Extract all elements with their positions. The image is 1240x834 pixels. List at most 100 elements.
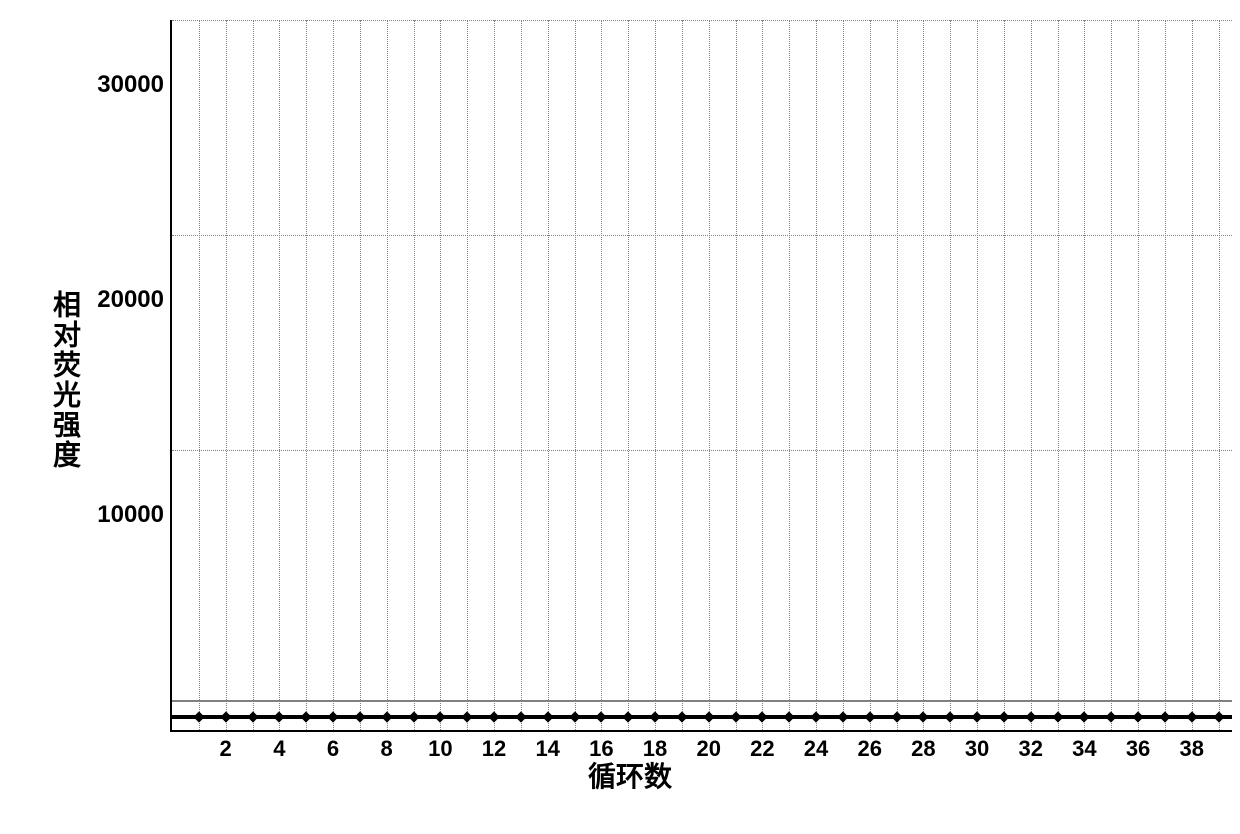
x-tick-label: 16 — [589, 736, 613, 762]
x-tick-label: 10 — [428, 736, 452, 762]
grid-line-vertical — [1084, 20, 1085, 730]
grid-line-vertical — [360, 20, 361, 730]
y-axis-label: 相对荧光强度 — [45, 290, 85, 470]
grid-line-horizontal — [172, 235, 1232, 236]
x-tick-label: 18 — [643, 736, 667, 762]
data-marker — [596, 711, 607, 722]
x-tick-label: 30 — [965, 736, 989, 762]
x-tick-label: 38 — [1179, 736, 1203, 762]
grid-line-vertical — [682, 20, 683, 730]
data-marker — [623, 711, 634, 722]
x-tick-label: 8 — [381, 736, 393, 762]
grid-line-vertical — [1058, 20, 1059, 730]
x-tick-label: 28 — [911, 736, 935, 762]
data-marker — [435, 711, 446, 722]
grid-line-vertical — [1165, 20, 1166, 730]
data-marker — [1132, 711, 1143, 722]
y-tick-label: 10000 — [97, 501, 164, 529]
x-tick-label: 6 — [327, 736, 339, 762]
grid-line-vertical — [199, 20, 200, 730]
data-marker — [1213, 711, 1224, 722]
grid-line-vertical — [1219, 20, 1220, 730]
data-marker — [1052, 711, 1063, 722]
grid-line-vertical — [548, 20, 549, 730]
data-marker — [354, 711, 365, 722]
data-marker — [462, 711, 473, 722]
data-marker — [810, 711, 821, 722]
x-tick-label: 24 — [804, 736, 828, 762]
grid-line-vertical — [736, 20, 737, 730]
grid-line-vertical — [950, 20, 951, 730]
x-tick-label: 14 — [535, 736, 559, 762]
grid-line-vertical — [789, 20, 790, 730]
data-marker — [730, 711, 741, 722]
x-tick-label: 26 — [857, 736, 881, 762]
data-marker — [408, 711, 419, 722]
y-tick-label: 20000 — [97, 286, 164, 314]
grid-line-vertical — [601, 20, 602, 730]
x-tick-label: 32 — [1018, 736, 1042, 762]
data-marker — [864, 711, 875, 722]
data-marker — [1106, 711, 1117, 722]
x-axis-label: 循环数 — [40, 755, 1220, 795]
x-tick-label: 2 — [220, 736, 232, 762]
grid-line-horizontal — [172, 450, 1232, 451]
x-tick-label: 12 — [482, 736, 506, 762]
grid-line-vertical — [306, 20, 307, 730]
chart-container: 相对荧光强度 循环数 10000200003000024681012141618… — [40, 10, 1220, 800]
grid-line-vertical — [655, 20, 656, 730]
x-tick-label: 4 — [273, 736, 285, 762]
grid-line-vertical — [1031, 20, 1032, 730]
data-marker — [998, 711, 1009, 722]
grid-line-horizontal — [172, 20, 1232, 21]
x-tick-label: 20 — [696, 736, 720, 762]
grid-line-vertical — [521, 20, 522, 730]
data-marker — [327, 711, 338, 722]
data-marker — [542, 711, 553, 722]
data-marker — [301, 711, 312, 722]
x-tick-label: 36 — [1126, 736, 1150, 762]
data-marker — [784, 711, 795, 722]
plot-area: 1000020000300002468101214161820222426283… — [170, 20, 1232, 732]
grid-line-vertical — [1138, 20, 1139, 730]
grid-line-vertical — [253, 20, 254, 730]
x-tick-label: 22 — [750, 736, 774, 762]
grid-line-vertical — [1004, 20, 1005, 730]
data-marker — [649, 711, 660, 722]
data-marker — [1079, 711, 1090, 722]
data-marker — [891, 711, 902, 722]
grid-line-vertical — [762, 20, 763, 730]
data-marker — [569, 711, 580, 722]
grid-line-vertical — [709, 20, 710, 730]
data-marker — [1159, 711, 1170, 722]
grid-line-vertical — [816, 20, 817, 730]
data-marker — [757, 711, 768, 722]
data-marker — [945, 711, 956, 722]
data-marker — [676, 711, 687, 722]
data-marker — [1186, 711, 1197, 722]
grid-line-vertical — [897, 20, 898, 730]
grid-line-vertical — [226, 20, 227, 730]
data-marker — [274, 711, 285, 722]
grid-line-vertical — [628, 20, 629, 730]
grid-line-vertical — [494, 20, 495, 730]
grid-line-vertical — [923, 20, 924, 730]
data-marker — [1025, 711, 1036, 722]
grid-line-vertical — [870, 20, 871, 730]
grid-line-vertical — [414, 20, 415, 730]
grid-line-vertical — [279, 20, 280, 730]
data-marker — [971, 711, 982, 722]
data-marker — [247, 711, 258, 722]
data-marker — [837, 711, 848, 722]
grid-line-vertical — [843, 20, 844, 730]
data-marker — [381, 711, 392, 722]
grid-line-vertical — [977, 20, 978, 730]
data-marker — [193, 711, 204, 722]
grid-line-vertical — [440, 20, 441, 730]
threshold-line — [172, 700, 1232, 702]
data-marker — [515, 711, 526, 722]
grid-line-vertical — [467, 20, 468, 730]
grid-line-vertical — [387, 20, 388, 730]
data-marker — [220, 711, 231, 722]
grid-line-vertical — [1192, 20, 1193, 730]
